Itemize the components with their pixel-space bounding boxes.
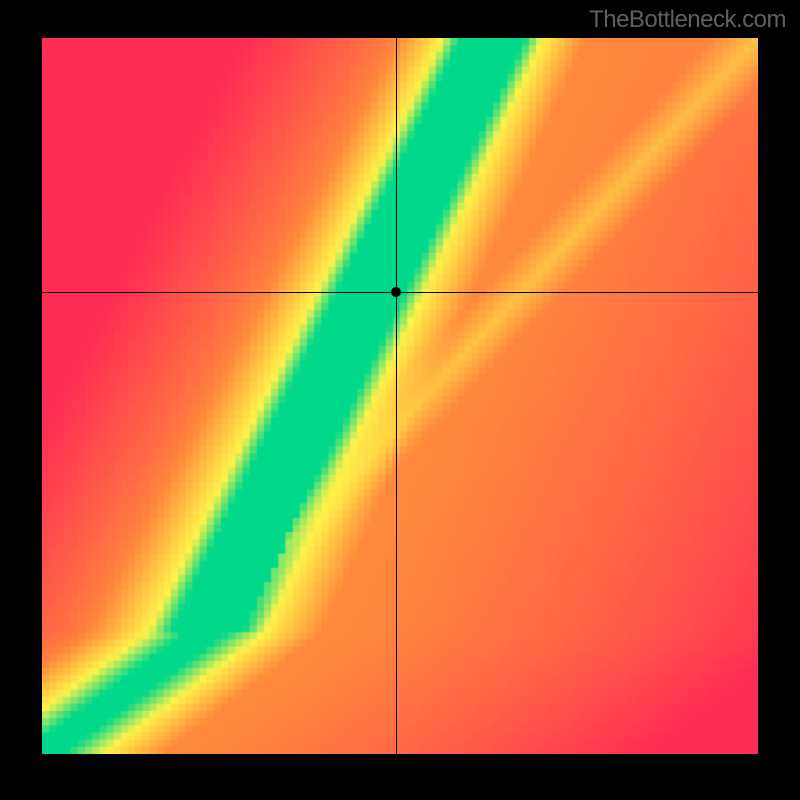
data-point-marker <box>391 287 401 297</box>
watermark-text: TheBottleneck.com <box>589 6 786 34</box>
heatmap-canvas <box>42 38 758 754</box>
crosshair-vertical <box>396 38 397 754</box>
heatmap-plot <box>42 38 758 754</box>
